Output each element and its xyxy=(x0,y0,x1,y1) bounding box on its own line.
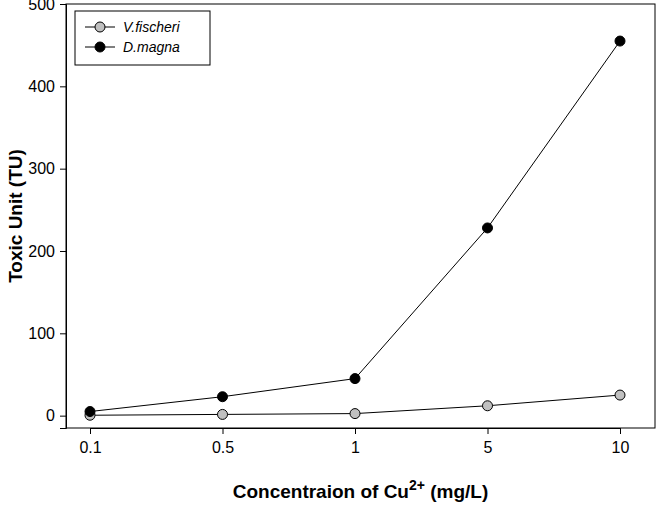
x-tick-mark xyxy=(620,428,621,434)
x-tick: 1 xyxy=(351,428,360,456)
y-tick: 300 xyxy=(28,160,66,177)
y-tick: 400 xyxy=(28,78,66,95)
y-axis-title: Toxic Unit (TU) xyxy=(5,149,26,283)
y-tick-label: 0 xyxy=(46,407,55,424)
data-point xyxy=(218,409,228,419)
x-tick: 5 xyxy=(484,428,493,456)
x-tick-label: 0.5 xyxy=(212,439,234,456)
y-tick-label: 300 xyxy=(28,160,55,177)
y-tick-mark xyxy=(60,416,66,417)
x-tick-label: 10 xyxy=(612,439,630,456)
x-tick-label: 5 xyxy=(484,439,493,456)
x-axis-line xyxy=(91,429,621,435)
y-tick-mark xyxy=(60,4,66,5)
data-point xyxy=(483,401,493,411)
y-tick-mark xyxy=(60,333,66,334)
x-tick-mark xyxy=(223,428,224,434)
data-point xyxy=(85,407,95,417)
chart: 0 100 200 300 400 500 0.1 0.5 1 5 10 Concentraion o… xyxy=(0,0,662,509)
plot-frame xyxy=(66,4,655,428)
data-point xyxy=(350,409,360,419)
legend: V.fischeri D.magna xyxy=(75,11,210,65)
y-tick-label: 500 xyxy=(28,0,55,13)
legend-marker xyxy=(95,22,105,32)
y-tick: 0 xyxy=(46,407,66,424)
x-axis-title: Concentraion of Cu2+ (mg/L) xyxy=(233,477,489,502)
legend-marker xyxy=(95,42,105,52)
y-tick-mark xyxy=(60,169,66,170)
y-tick-label: 400 xyxy=(28,78,55,95)
x-tick-mark xyxy=(90,428,91,434)
y-tick: 500 xyxy=(28,0,66,13)
y-tick-mark xyxy=(60,86,66,87)
y-tick: 200 xyxy=(28,243,66,260)
legend-label: V.fischeri xyxy=(123,19,180,35)
data-point xyxy=(615,36,625,46)
data-point xyxy=(483,223,493,233)
x-tick: 0.5 xyxy=(212,428,234,456)
data-point xyxy=(218,392,228,402)
x-tick: 0.1 xyxy=(79,428,101,456)
y-axis-line xyxy=(60,5,67,429)
data-point xyxy=(350,374,360,384)
series-line xyxy=(90,41,620,411)
x-axis: 0.1 0.5 1 5 10 xyxy=(79,428,629,456)
legend-box xyxy=(75,11,210,65)
x-tick-mark xyxy=(355,428,356,434)
x-tick-mark xyxy=(488,428,489,434)
legend-label: D.magna xyxy=(123,39,180,55)
y-tick-mark xyxy=(60,251,66,252)
y-axis: 0 100 200 300 400 500 xyxy=(28,0,66,429)
data-point xyxy=(615,390,625,400)
x-tick: 10 xyxy=(612,428,630,456)
y-tick: 100 xyxy=(28,325,66,342)
y-tick-label: 200 xyxy=(28,243,55,260)
x-tick-label: 1 xyxy=(351,439,360,456)
y-tick-label: 100 xyxy=(28,325,55,342)
x-tick-label: 0.1 xyxy=(79,439,101,456)
plot-area xyxy=(85,36,625,420)
